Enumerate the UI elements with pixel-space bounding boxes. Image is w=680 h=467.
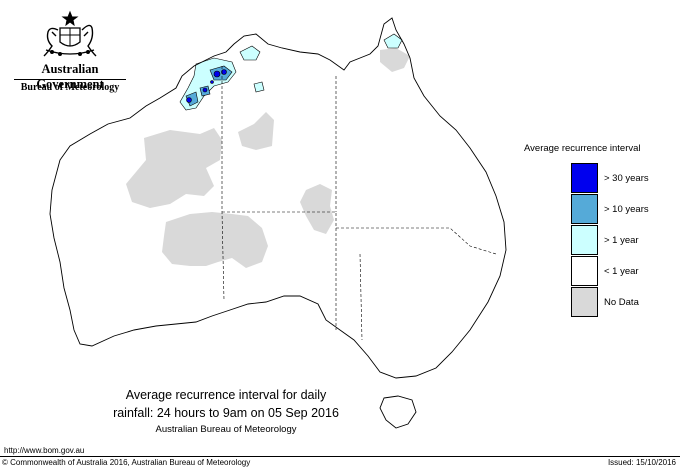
footer-divider <box>0 456 680 457</box>
bom-logo: Australian Government Bureau of Meteorol… <box>8 10 132 94</box>
tasmania-outline <box>379 395 417 429</box>
legend-swatch-gt-10-years <box>571 194 598 224</box>
legend-swatch-lt-1-year <box>571 256 598 286</box>
legend-label-gt-30-years: > 30 years <box>604 173 649 184</box>
map-caption-source: Australian Bureau of Meteorology <box>155 424 297 435</box>
government-name: Australian Government <box>36 62 104 91</box>
legend-swatch-gt-1-year <box>571 225 598 255</box>
no-data-regions <box>126 48 410 268</box>
legend-label-gt-10-years: > 10 years <box>604 204 649 215</box>
legend-swatch-gt-30-years <box>571 163 598 193</box>
website-url: http://www.bom.gov.au <box>4 446 85 455</box>
map-caption-line-2: rainfall: 24 hours to 9am on 05 Sep 2016 <box>113 406 339 420</box>
legend-label-gt-1-year: > 1 year <box>604 235 639 246</box>
bureau-name: Bureau of Meteorology <box>20 82 120 93</box>
copyright-notice: © Commonwealth of Australia 2016, Austra… <box>2 458 251 467</box>
map-caption-line-1: Average recurrence interval for daily <box>125 388 327 402</box>
legend-label-no-data: No Data <box>604 297 639 308</box>
gt-30-years-regions <box>186 69 227 103</box>
issued-date: Issued: 15/10/2016 <box>607 458 676 467</box>
state-borders <box>221 66 497 341</box>
logo-divider <box>14 79 126 80</box>
australia-coastline <box>49 17 507 379</box>
legend-label-lt-1-year: < 1 year <box>604 266 639 277</box>
legend-title: Average recurrence interval <box>524 143 641 154</box>
coat-of-arms-icon <box>43 10 97 57</box>
legend-swatch-no-data <box>571 287 598 317</box>
